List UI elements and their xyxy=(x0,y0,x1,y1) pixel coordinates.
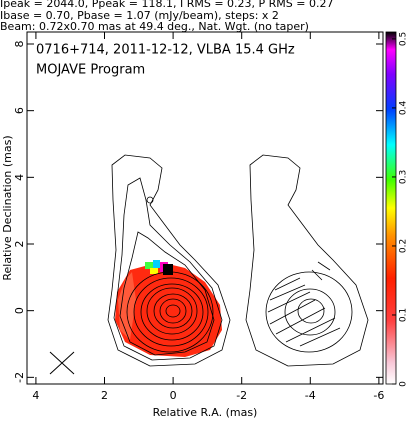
color-map xyxy=(153,260,160,268)
chart-subtitle: MOJAVE Program xyxy=(36,63,145,78)
contours xyxy=(245,154,369,367)
colorbar-tick-label: 0.1 xyxy=(399,308,409,322)
chart-title: 0716+714, 2011-12-12, VLBA 15.4 GHz xyxy=(36,43,295,58)
color-map xyxy=(150,268,158,274)
color-map xyxy=(163,264,173,275)
y-tick-label: 2 xyxy=(13,241,26,248)
y-tick-label: -2 xyxy=(13,372,26,383)
header-line: Ibase = 0.70, Pbase = 1.07 (mJy/beam), s… xyxy=(0,9,279,22)
y-tick-label: 0 xyxy=(13,307,26,314)
contours xyxy=(107,154,231,367)
beam xyxy=(49,351,75,375)
x-tick-label: -6 xyxy=(373,389,384,402)
colorbar-tick-label: 0.3 xyxy=(399,170,409,184)
y-tick-label: 8 xyxy=(13,41,26,48)
colorbar xyxy=(385,31,397,385)
color-map xyxy=(145,262,153,269)
x-tick-label: 4 xyxy=(32,389,39,402)
colorbar-tick-label: 0.5 xyxy=(399,32,409,46)
header-line: Ipeak = 2044.0, Ppeak = 118.1, I RMS = 0… xyxy=(0,0,334,10)
header-line: Beam: 0.72x0.70 mas at 49.4 deg., Nat. W… xyxy=(0,20,309,33)
y-axis-label: Relative Declination (mas) xyxy=(1,135,14,280)
x-tick-label: 2 xyxy=(101,389,108,402)
image xyxy=(49,154,369,375)
colorbar-tick-label: 0.2 xyxy=(399,239,409,253)
x-axis-label: Relative R.A. (mas) xyxy=(153,406,258,419)
y-tick-label: 6 xyxy=(13,107,26,114)
y-tick-label: 4 xyxy=(13,174,26,181)
plot-frame xyxy=(26,31,384,385)
x-tick-label: 0 xyxy=(170,389,177,402)
colorbar-tick-label: 0.4 xyxy=(399,100,409,115)
colorbar-tick-label: 0 xyxy=(399,381,409,387)
x-tick-label: -4 xyxy=(305,389,316,402)
x-tick-label: -2 xyxy=(236,389,247,402)
